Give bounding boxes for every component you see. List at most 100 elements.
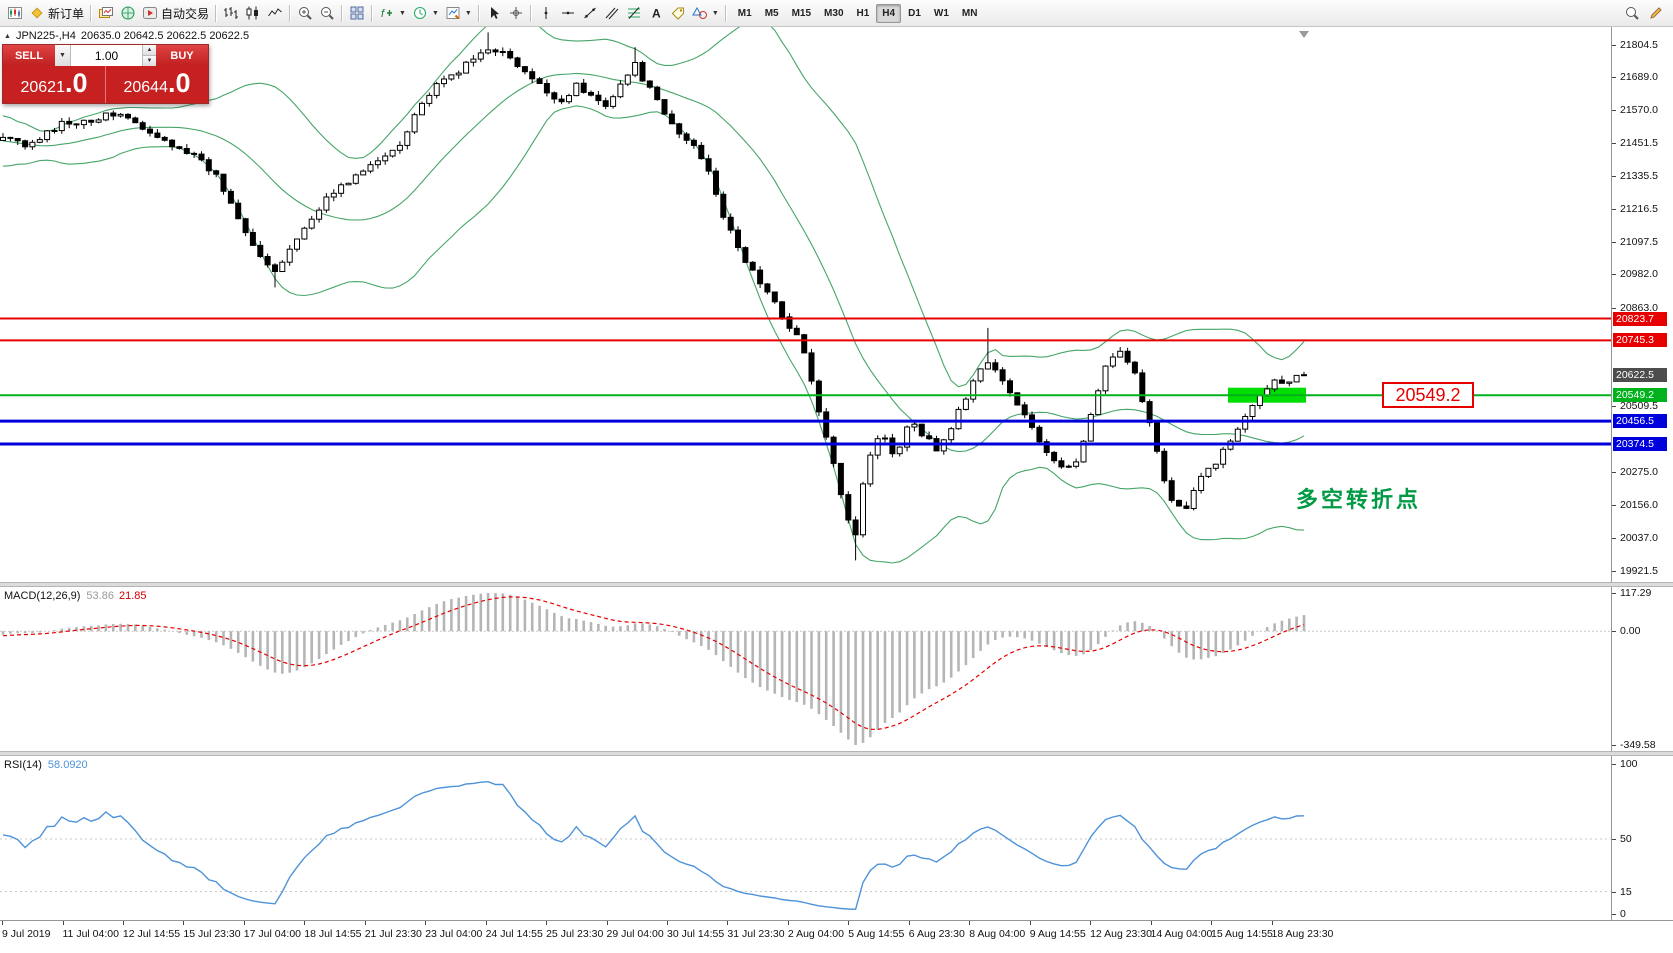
search-icon [1626, 7, 1639, 20]
zoom-in-button[interactable] [294, 0, 316, 26]
candlestick-chart-button[interactable] [242, 0, 264, 26]
price-tick-label: 21335.5 [1620, 169, 1658, 182]
dropdown-arrow-icon: ▼ [464, 9, 472, 17]
time-tick [848, 921, 850, 925]
search-button[interactable] [1621, 0, 1643, 26]
price-tick-label: 21216.5 [1620, 202, 1658, 215]
toolbar-separator [477, 4, 480, 22]
time-tick [787, 921, 789, 925]
periods-button[interactable]: ▼ [409, 0, 442, 26]
time-label: 24 Jul 14:55 [485, 928, 543, 940]
sell-price-button[interactable]: 20621.0 [3, 66, 105, 103]
volume-increase-button[interactable]: ▲ [143, 45, 156, 55]
timeframe-buttons: M1 M5 M15 M30 H1 H4 D1 W1 MN [732, 3, 984, 23]
timeframe-m1-button[interactable]: M1 [737, 7, 752, 19]
rsi-axis-label: 100 [1620, 758, 1638, 770]
templates-button[interactable]: ▼ [442, 0, 475, 26]
volume-control: ▼ 1.00 ▲ ▼ [55, 45, 156, 66]
pivot-price-badge: 20549.2 [1613, 388, 1667, 403]
timeframe-mn-button[interactable]: MN [961, 7, 978, 19]
candles-icon [246, 6, 259, 20]
axis-tick [1612, 891, 1616, 893]
time-tick [183, 921, 185, 925]
bar-chart-button[interactable] [220, 0, 242, 26]
edit-button[interactable] [1645, 0, 1667, 26]
volume-decrease-button[interactable]: ▼ [143, 55, 156, 66]
price-axis[interactable]: 21804.5 21689.0 21570.0 21451.5 21335.5 21216… [1611, 27, 1673, 920]
time-axis[interactable]: 9 Jul 2019 11 Jul 04:00 12 Jul 14:55 15 Jul… [0, 920, 1673, 953]
panel-separator[interactable] [0, 582, 1673, 587]
shapes-icon [691, 6, 707, 19]
cursor-button[interactable] [483, 0, 505, 26]
price-tick-label: 21097.5 [1620, 236, 1658, 248]
axis-tick [1612, 242, 1616, 243]
time-tick [546, 921, 548, 925]
vertical-line-button[interactable] [535, 0, 557, 26]
new-chart-button[interactable] [4, 0, 26, 26]
buy-button[interactable]: BUY [156, 45, 208, 66]
timeframe-d1-button[interactable]: D1 [908, 7, 921, 19]
profiles-button[interactable] [95, 0, 117, 26]
chart-shift-marker[interactable] [1299, 31, 1309, 38]
toolbar: 新订单 自动交易 f ▼ ▼ ▼ A ▼ M1 M5 M15 M30 H1 H4 D1 W1 MN [0, 0, 1673, 27]
price-tick-label: 20509.5 [1620, 400, 1658, 413]
horizontal-line-button[interactable] [557, 0, 579, 26]
price-tick-label: 20037.0 [1620, 532, 1658, 545]
buy-price-main: 20644 [123, 79, 168, 96]
volume-dropdown-arrow-icon[interactable]: ▼ [55, 45, 71, 66]
crosshair-icon [509, 7, 522, 19]
tile-icon [350, 6, 364, 20]
panel-separator[interactable] [0, 751, 1673, 756]
new-order-button[interactable]: 新订单 [26, 0, 87, 26]
time-label: 14 Aug 04:00 [1150, 928, 1213, 940]
tile-windows-button[interactable] [346, 0, 368, 26]
market-watch-button[interactable] [117, 0, 139, 26]
price-tick-label: 20275.0 [1620, 465, 1658, 478]
time-tick [606, 921, 608, 925]
macd-panel-canvas [0, 593, 1611, 745]
timeframe-w1-button[interactable]: W1 [933, 7, 949, 19]
time-tick [304, 921, 306, 925]
toolbar-separator [90, 4, 93, 22]
timeframe-m5-button[interactable]: M5 [764, 7, 779, 19]
time-label: 9 Aug 14:55 [1029, 928, 1086, 940]
macd-signal-line [2, 596, 1305, 731]
time-label: 9 Jul 2019 [2, 928, 51, 940]
trendline-button[interactable] [579, 0, 601, 26]
timeframe-h4-button[interactable]: H4 [876, 3, 902, 23]
label-button[interactable] [667, 0, 689, 26]
main-chart-canvas[interactable] [0, 27, 1611, 582]
macd-histogram [1, 593, 1306, 745]
volume-input[interactable]: 1.00 [71, 45, 142, 66]
time-tick [1150, 921, 1152, 925]
axis-tick [1612, 745, 1616, 746]
macd-header: MACD(12,26,9) 53.86 21.85 [4, 590, 146, 602]
toolbar-separator [724, 4, 727, 22]
shapes-button[interactable]: ▼ [689, 0, 722, 26]
channel-icon [605, 7, 619, 20]
text-button[interactable]: A [645, 0, 667, 26]
sell-button[interactable]: SELL [3, 45, 55, 66]
indicators-button[interactable]: f ▼ [376, 0, 409, 26]
auto-trading-button[interactable]: 自动交易 [139, 0, 212, 26]
time-label: 31 Jul 23:30 [727, 928, 785, 940]
edit-icon [1650, 7, 1662, 19]
buy-price-frac: .0 [167, 68, 191, 98]
zoom-out-button[interactable] [316, 0, 338, 26]
collapse-panel-icon[interactable]: ▲ [4, 32, 11, 40]
macd-value: 53.86 [86, 590, 114, 602]
equidistant-channel-button[interactable] [601, 0, 623, 26]
timeframe-h1-button[interactable]: H1 [856, 7, 870, 19]
buy-price-button[interactable]: 20644.0 [105, 66, 208, 103]
timeframe-m30-button[interactable]: M30 [824, 7, 844, 19]
price-tick-label: 21689.0 [1620, 70, 1658, 83]
line-chart-button[interactable] [264, 0, 286, 26]
marketwatch-icon [121, 6, 135, 20]
time-label: 30 Jul 14:55 [667, 928, 725, 940]
crosshair-button[interactable] [505, 0, 527, 26]
support-1-price-badge: 20456.5 [1613, 414, 1667, 429]
timeframe-m15-button[interactable]: M15 [791, 7, 812, 19]
fibonacci-button[interactable] [623, 0, 645, 26]
rsi-line [2, 780, 1305, 911]
